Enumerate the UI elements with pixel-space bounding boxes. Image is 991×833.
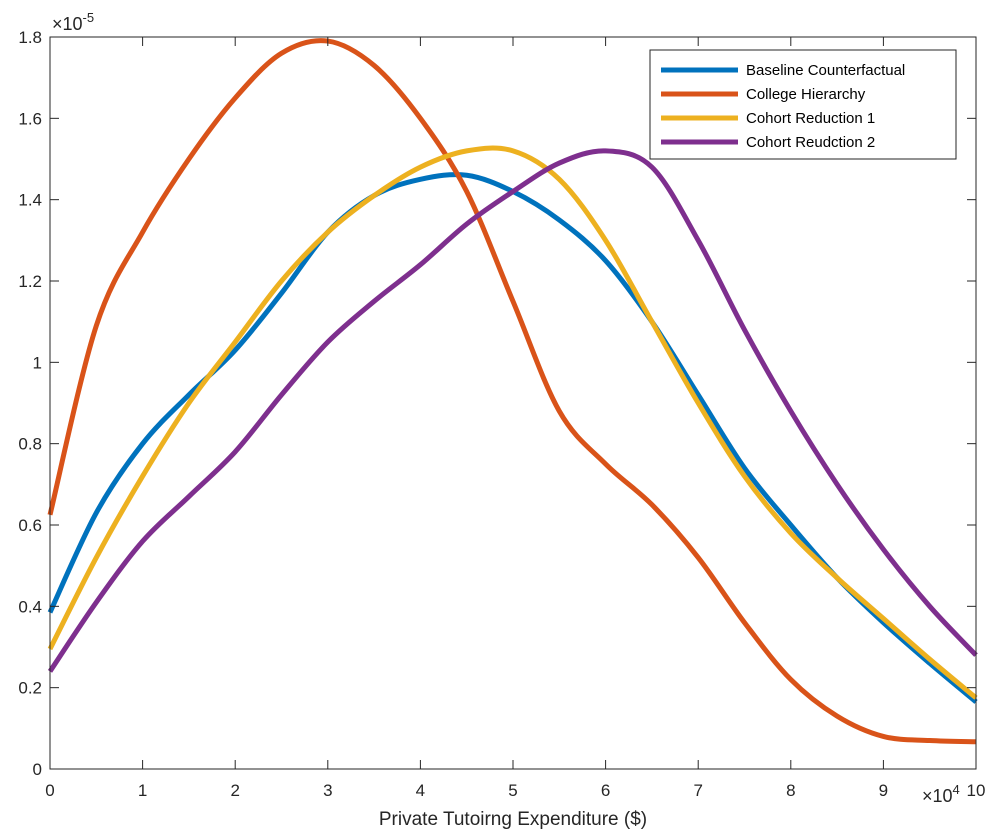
x-tick-label: 3 [323,781,332,800]
x-axis-label: Private Tutoirng Expenditure ($) [379,809,647,830]
x-tick-label: 10 [967,781,986,800]
y-tick-label: 0.4 [18,597,42,616]
series-line-3 [47,145,978,700]
y-tick-label: 0.8 [18,435,42,454]
y-multiplier-exponent: -5 [83,10,95,25]
x-tick-label: 4 [416,781,425,800]
series-line-4 [47,148,978,673]
y-tick-label: 1.8 [18,28,42,47]
series-layer [47,38,978,745]
legend-label-3: Cohort Reduction 1 [746,110,875,127]
y-tick-label: 0.6 [18,516,42,535]
x-tick-label: 9 [879,781,888,800]
legend-label-1: Baseline Counterfactual [746,62,905,79]
x-tick-label: 7 [693,781,702,800]
ticks-layer: 0 1 2 3 4 5 6 7 8 9 10 0 0.2 0.4 0.6 0.8 1 1.2 1.4 1.6 1.8 [18,28,985,800]
legend-label-4: Cohort Reudction 2 [746,134,875,151]
y-tick-label: 1.4 [18,191,42,210]
y-tick-label: 1.6 [18,109,42,128]
x-tick-label: 8 [786,781,795,800]
x-tick-label: 1 [138,781,147,800]
y-tick-label: 1 [33,353,42,372]
x-tick-label: 2 [230,781,239,800]
y-multiplier-base: ×10 [52,14,83,34]
y-tick-label: 0.2 [18,679,42,698]
svg-text:×10-5: ×10-5 [52,10,94,34]
x-tick-label: 6 [601,781,610,800]
y-multiplier: ×10-5 [52,10,94,34]
x-tick-label: 5 [508,781,517,800]
y-tick-label: 1.2 [18,272,42,291]
x-multiplier-base: ×10 [922,786,953,806]
series-line-2 [47,38,977,745]
x-multiplier-exponent: 4 [953,782,960,797]
legend: Baseline Counterfactual College Hierarchy… [649,49,957,160]
x-multiplier: ×104 [922,782,960,806]
x-tick-label: 0 [45,781,54,800]
y-tick-label: 0 [33,760,42,779]
svg-text:×104: ×104 [922,782,960,806]
legend-label-2: College Hierarchy [746,86,866,103]
